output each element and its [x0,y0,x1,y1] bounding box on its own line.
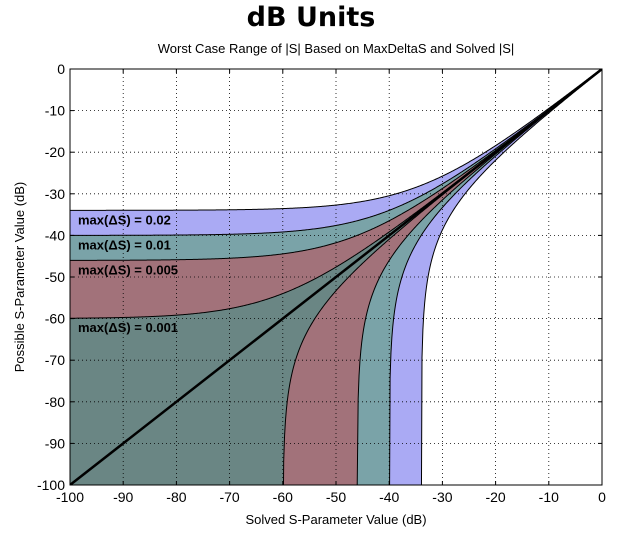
band-labels: max(ΔS) = 0.02 max(ΔS) = 0.01 max(ΔS) = 0.… [78,212,178,335]
y-tick-label-7: -70 [45,352,65,368]
y-axis-title: Possible S-Parameter Value (dB) [12,182,27,373]
page-title: dB Units [246,2,376,33]
x-tick-label-7: -30 [432,489,452,505]
y-tick-label-4: -40 [45,227,65,243]
y-tick-label-1: -10 [45,103,65,119]
identity-line [70,69,602,485]
identity-line-group [70,69,602,485]
band-label-2: max(ΔS) = 0.005 [78,262,178,277]
x-tick-label-1: -90 [113,489,133,505]
band-label-0: max(ΔS) = 0.02 [78,212,171,227]
y-tick-label-8: -80 [45,394,65,410]
y-tick-label-0: 0 [57,61,65,77]
x-tick-label-6: -40 [379,489,399,505]
x-axis-title: Solved S-Parameter Value (dB) [245,512,426,527]
chart-title: Worst Case Range of |S| Based on MaxDelt… [158,41,515,56]
x-tick-label-9: -10 [539,489,559,505]
x-tick-label-0: -100 [56,489,84,505]
y-tick-label-5: -50 [45,269,65,285]
x-tick-label-2: -80 [166,489,186,505]
band-label-1: max(ΔS) = 0.01 [78,237,171,252]
axis-ticks: -100 -90 -80 -70 -60 -50 -40 -30 -20 -10 00-10-20-… [37,61,606,505]
x-tick-label-10: 0 [598,489,606,505]
y-tick-label-6: -60 [45,311,65,327]
y-tick-label-3: -30 [45,186,65,202]
y-tick-label-9: -90 [45,435,65,451]
band-label-3: max(ΔS) = 0.001 [78,320,178,335]
x-tick-label-8: -20 [485,489,505,505]
x-tick-label-5: -50 [326,489,346,505]
y-tick-label-2: -20 [45,144,65,160]
x-tick-label-3: -70 [219,489,239,505]
x-tick-label-4: -60 [273,489,293,505]
y-tick-label-10: -100 [37,477,65,493]
